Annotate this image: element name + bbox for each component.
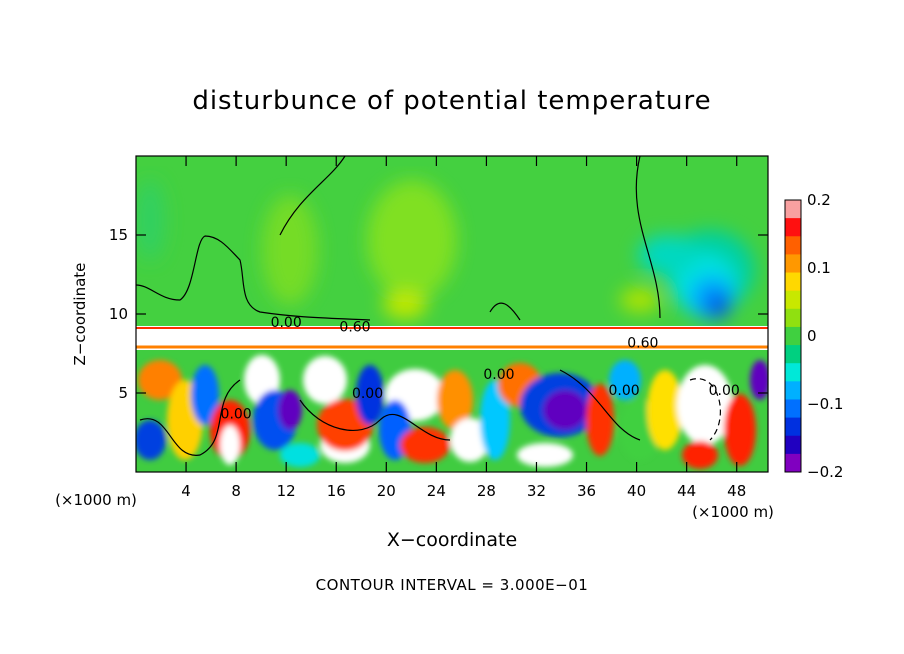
contour-label: 0.60 <box>627 335 658 351</box>
colorbar-swatch <box>785 381 801 400</box>
colorbar-swatch <box>785 218 801 237</box>
x-tick-label: 24 <box>427 482 446 500</box>
x-tick-label: 32 <box>527 482 546 500</box>
colorbar-swatch <box>785 363 801 382</box>
contour-label: 0.00 <box>221 407 252 423</box>
contour-label: 0.00 <box>352 386 383 402</box>
colorbar-tick-label: −0.2 <box>807 463 843 481</box>
colorbar-swatch <box>785 453 801 473</box>
contour-label: 0.60 <box>339 320 370 336</box>
x-tick-label: 40 <box>627 482 646 500</box>
colorbar-swatch <box>785 326 801 346</box>
x-tick-label: 4 <box>181 482 191 500</box>
colorbar-swatch <box>785 435 801 455</box>
x-axis-unit: (×1000 m) <box>692 503 774 521</box>
colorbar-tick-label: 0.1 <box>807 259 831 277</box>
colorbar-frame <box>784 199 802 473</box>
x-tick-label: 20 <box>377 482 396 500</box>
colorbar-swatch <box>785 290 801 310</box>
contour-lines <box>136 156 721 456</box>
contour-label: 0.00 <box>709 383 740 399</box>
y-tick-label: 10 <box>109 305 128 323</box>
colorbar-swatch <box>785 345 801 364</box>
y-axis-label: Z−coordinate <box>71 263 89 366</box>
contour-label: 0.00 <box>271 315 302 331</box>
y-axis-unit: (×1000 m) <box>55 491 137 509</box>
contour-labels: 0.00 0.60 0.00 0.00 0.00 0.00 0.60 0.00 <box>221 315 740 423</box>
colorbar-swatch <box>785 272 801 292</box>
x-tick-label: 48 <box>727 482 746 500</box>
x-tick-label: 16 <box>327 482 346 500</box>
colorbar-tick-label: 0 <box>807 327 817 345</box>
colorbar-swatch <box>785 200 801 219</box>
colorbar-swatch <box>785 399 801 419</box>
colorbar-tick-label: 0.2 <box>807 191 831 209</box>
x-axis-label: X−coordinate <box>387 529 517 551</box>
x-tick-label: 44 <box>677 482 696 500</box>
colorbar-swatch <box>785 308 801 328</box>
y-axis: 5 10 15 <box>109 226 768 402</box>
x-tick-label: 28 <box>477 482 496 500</box>
contour-interval-note: CONTOUR INTERVAL = 3.000E−01 <box>315 576 589 594</box>
x-tick-label: 8 <box>231 482 241 500</box>
colorbar-tick-label: −0.1 <box>807 395 843 413</box>
chart-title: disturbunce of potential temperature <box>192 86 712 116</box>
y-tick-label: 15 <box>109 226 128 244</box>
colorbar: 0.2 0.1 0 −0.1 −0.2 <box>784 191 843 481</box>
x-tick-label: 36 <box>577 482 596 500</box>
y-tick-label: 5 <box>118 384 128 402</box>
colorbar-swatch <box>785 254 801 274</box>
x-axis: 4 8 12 16 20 24 28 32 36 40 44 48 <box>181 156 746 500</box>
x-tick-label: 12 <box>277 482 296 500</box>
colorbar-swatch <box>785 236 801 255</box>
colorbar-swatch <box>785 417 801 437</box>
heatmap-field <box>136 156 768 472</box>
contour-label: 0.00 <box>483 367 514 383</box>
contour-label: 0.00 <box>608 383 639 399</box>
